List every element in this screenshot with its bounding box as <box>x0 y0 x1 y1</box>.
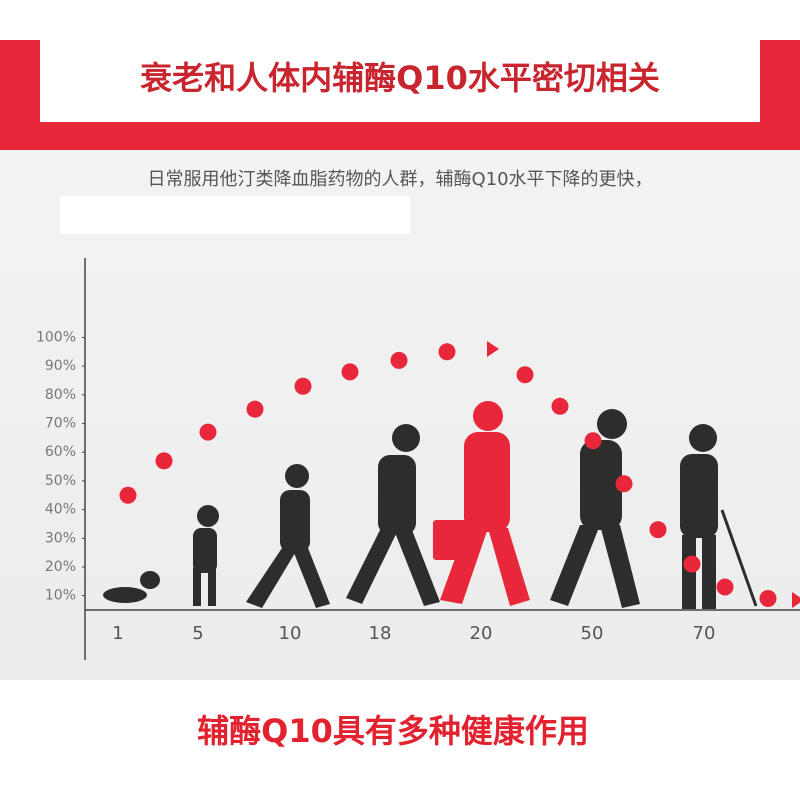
x-tick-label: 20 <box>470 623 493 644</box>
y-tick-label: 60% <box>45 444 76 460</box>
title-box <box>40 30 760 122</box>
dot <box>683 555 701 573</box>
y-tick-label: 20% <box>45 559 76 575</box>
highlight-figure <box>433 401 530 606</box>
footer: 辅酶Q10具有多种健康作用 <box>197 712 589 750</box>
dot <box>649 521 667 539</box>
dot <box>390 351 408 369</box>
x-tick-label: 18 <box>369 623 392 644</box>
dot <box>551 397 569 415</box>
y-tick-label: 80% <box>45 387 76 403</box>
arrow <box>792 592 800 608</box>
subtitle: 日常服用他汀类降血脂药物的人群，辅酶Q10水平下降的更快， <box>147 169 652 190</box>
x-tick-label: 5 <box>192 623 203 644</box>
title: 衰老和人体内辅酶Q10水平密切相关 <box>140 59 660 97</box>
dot <box>716 578 734 596</box>
y-tick-label: 10% <box>45 588 76 604</box>
silhouettes <box>103 409 758 609</box>
y-tick-label: 90% <box>45 358 76 374</box>
dot <box>438 343 456 361</box>
dot <box>199 423 217 441</box>
y-tick-label: 70% <box>45 416 76 432</box>
y-tick-label: 30% <box>45 530 76 546</box>
x-tick-label: 1 <box>112 623 123 644</box>
y-tick-label: 40% <box>45 502 76 518</box>
y-tick-label: 50% <box>45 473 76 489</box>
dot <box>759 590 777 608</box>
dot <box>516 366 534 384</box>
dot <box>119 486 137 504</box>
dot <box>155 452 173 470</box>
x-tick-label: 10 <box>279 623 302 644</box>
arrow <box>487 341 499 357</box>
dot <box>615 475 633 493</box>
dot <box>584 432 602 450</box>
dot <box>341 363 359 381</box>
x-tick-label: 70 <box>693 623 716 644</box>
dot <box>294 377 312 395</box>
blank-box <box>60 196 410 234</box>
x-tick-label: 50 <box>581 623 604 644</box>
dot <box>246 400 264 418</box>
y-tick-label: 100% <box>36 329 76 345</box>
footer-band <box>0 680 800 800</box>
